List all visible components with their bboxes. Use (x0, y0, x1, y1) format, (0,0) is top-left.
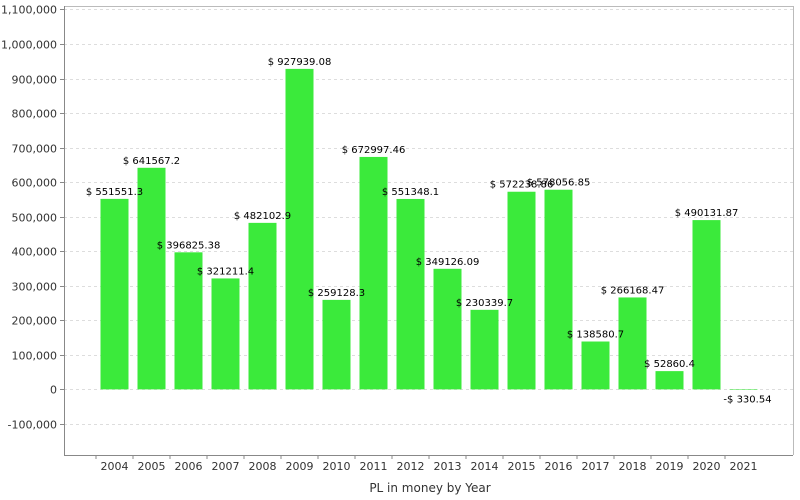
bar-2009 (285, 68, 314, 390)
data-label-2016: $ 578056.85 (527, 178, 591, 189)
y-tick-label: 400,000 (12, 246, 58, 259)
y-tick-label: 800,000 (12, 108, 58, 121)
bar-2011 (359, 156, 388, 390)
x-tick-label-2013: 2013 (434, 460, 462, 473)
x-tick-label-2014: 2014 (471, 460, 499, 473)
data-label-2018: $ 266168.47 (601, 285, 665, 296)
x-tick-label-2017: 2017 (582, 460, 610, 473)
x-tick-label-2020: 2020 (693, 460, 721, 473)
data-label-2004: $ 551551.3 (86, 187, 143, 198)
x-tick-label-2006: 2006 (175, 460, 203, 473)
bar-2015 (507, 191, 536, 390)
data-label-2009: $ 927939.08 (268, 57, 332, 68)
y-tick-label: 700,000 (12, 143, 58, 156)
data-label-2013: $ 349126.09 (416, 257, 480, 268)
x-tick-label-2012: 2012 (397, 460, 425, 473)
bar-2005 (137, 167, 166, 390)
x-axis-title: PL in money by Year (369, 481, 490, 495)
data-label-2021: -$ 330.54 (723, 394, 771, 405)
x-tick-label-2015: 2015 (508, 460, 536, 473)
bar-2017 (581, 341, 610, 390)
x-tick-label-2009: 2009 (286, 460, 314, 473)
data-label-2012: $ 551348.1 (382, 187, 439, 198)
bar-2019 (655, 371, 684, 390)
x-tick-label-2004: 2004 (101, 460, 129, 473)
data-label-2011: $ 672997.46 (342, 145, 406, 156)
y-tick-label: 300,000 (12, 281, 58, 294)
x-tick-label-2021: 2021 (730, 460, 758, 473)
bar-2008 (248, 222, 277, 390)
y-tick-label: 1,000,000 (1, 39, 57, 52)
data-labels: $ 551551.3 $ 641567.2 $ 396825.38 $ 321211.… (86, 57, 772, 405)
data-label-2007: $ 321211.4 (197, 266, 254, 277)
data-label-2005: $ 641567.2 (123, 156, 180, 167)
y-tick-label: 900,000 (12, 74, 58, 87)
data-label-2010: $ 259128.3 (308, 288, 365, 299)
y-tick-label: 200,000 (12, 315, 58, 328)
x-tick-label-2010: 2010 (323, 460, 351, 473)
bar-2007 (211, 278, 240, 390)
data-label-2019: $ 52860.4 (644, 359, 695, 370)
data-label-2020: $ 490131.87 (675, 208, 739, 219)
bar-2006 (174, 252, 203, 390)
bar-2013 (433, 268, 462, 390)
x-tick-label-2007: 2007 (212, 460, 240, 473)
data-label-2008: $ 482102.9 (234, 211, 291, 222)
x-tick-label-2016: 2016 (545, 460, 573, 473)
y-tick-label: 0 (50, 384, 57, 397)
x-tick-label-2011: 2011 (360, 460, 388, 473)
y-tick-label: 500,000 (12, 212, 58, 225)
data-label-2014: $ 230339.7 (456, 298, 513, 309)
x-tick-label-2019: 2019 (656, 460, 684, 473)
x-axis-ticks: 2004 2005 2006 2007 2008 2009 2010 2011 2012 2013… (95, 455, 758, 473)
x-tick-label-2005: 2005 (138, 460, 166, 473)
bar-2020 (692, 220, 721, 390)
data-label-2006: $ 396825.38 (157, 240, 221, 251)
y-tick-label: -100,000 (8, 419, 57, 432)
bar-2010 (322, 299, 351, 390)
data-label-2015: $ 572238.86 (490, 180, 554, 191)
x-tick-label-2008: 2008 (249, 460, 277, 473)
y-tick-label: 600,000 (12, 177, 58, 190)
bar-2021 (729, 389, 758, 390)
y-tick-label: 100,000 (12, 350, 58, 363)
bar-2014 (470, 309, 499, 390)
data-label-2017: $ 138580.7 (567, 330, 624, 341)
bars (100, 68, 758, 390)
bar-2012 (396, 198, 425, 390)
y-tick-label: 1,100,000 (1, 4, 57, 17)
bar-2018 (618, 297, 647, 390)
x-tick-label-2018: 2018 (619, 460, 647, 473)
bar-2016 (544, 189, 573, 390)
bar-2004 (100, 198, 129, 390)
y-axis-ticks: -100,000 0 100,000 200,000 300,000 400,000 500… (1, 4, 64, 432)
